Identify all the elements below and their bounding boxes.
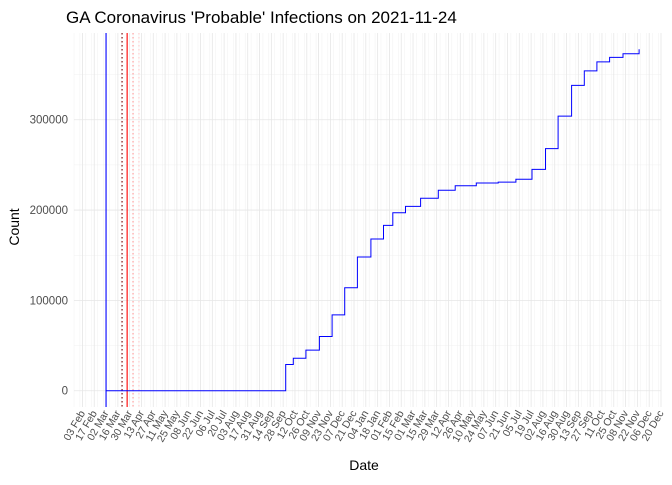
y-tick-label: 100000: [30, 295, 68, 307]
series-layer: [106, 49, 640, 392]
x-axis-label: Date: [349, 457, 379, 473]
reference-lines: [105, 33, 140, 407]
y-tick-label: 300000: [30, 115, 68, 127]
y-tick-label: 200000: [30, 205, 68, 217]
series-line: [106, 49, 640, 392]
chart-title: GA Coronavirus 'Probable' Infections on …: [66, 8, 457, 27]
major-gridlines: [74, 33, 662, 407]
y-tick-label: 0: [62, 386, 68, 398]
minor-gridlines: [73, 33, 661, 407]
y-axis-label: Count: [6, 208, 22, 245]
y-axis-ticks: 0 100000 200000 300000: [30, 115, 68, 398]
